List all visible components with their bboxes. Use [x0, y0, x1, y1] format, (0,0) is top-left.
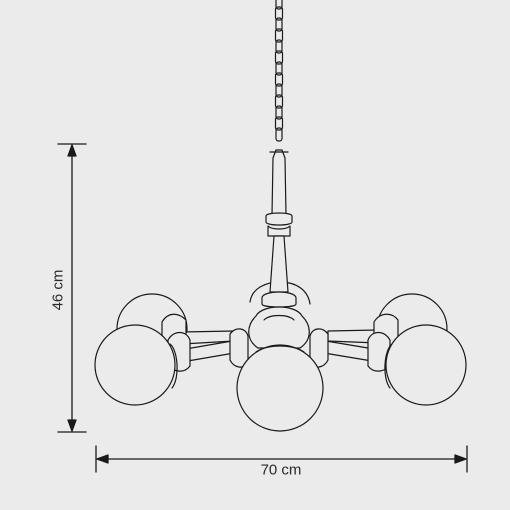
hanging-chain	[274, 0, 284, 142]
front-center-globe	[236, 344, 324, 432]
front-right-globe	[384, 324, 467, 406]
central-spire	[261, 149, 297, 308]
width-dimension-label: 70 cm	[260, 461, 302, 479]
height-dimension-line	[57, 143, 87, 433]
height-dimension-label: 46 cm	[49, 269, 67, 311]
width-dimension-line	[95, 445, 468, 473]
front-left-globe	[94, 324, 178, 406]
central-hub	[248, 306, 310, 349]
